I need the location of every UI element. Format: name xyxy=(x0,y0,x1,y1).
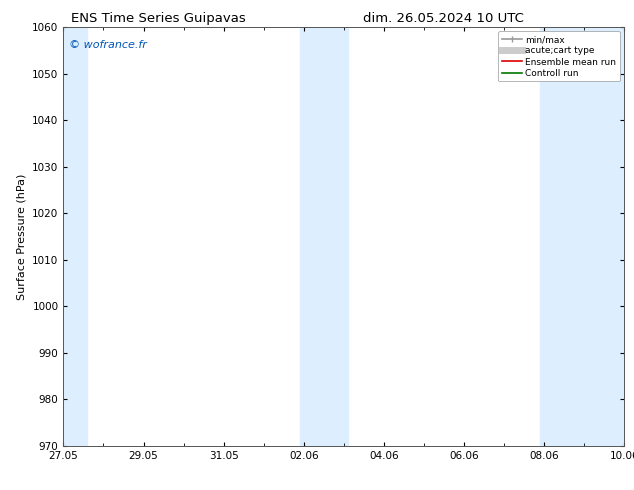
Text: ENS Time Series Guipavas: ENS Time Series Guipavas xyxy=(71,12,246,25)
Text: © wofrance.fr: © wofrance.fr xyxy=(69,40,147,49)
Bar xyxy=(540,27,628,446)
Y-axis label: Surface Pressure (hPa): Surface Pressure (hPa) xyxy=(16,173,27,299)
Bar xyxy=(300,27,348,446)
Text: dim. 26.05.2024 10 UTC: dim. 26.05.2024 10 UTC xyxy=(363,12,524,25)
Bar xyxy=(60,27,87,446)
Legend: min/max, acute;cart type, Ensemble mean run, Controll run: min/max, acute;cart type, Ensemble mean … xyxy=(498,31,620,81)
